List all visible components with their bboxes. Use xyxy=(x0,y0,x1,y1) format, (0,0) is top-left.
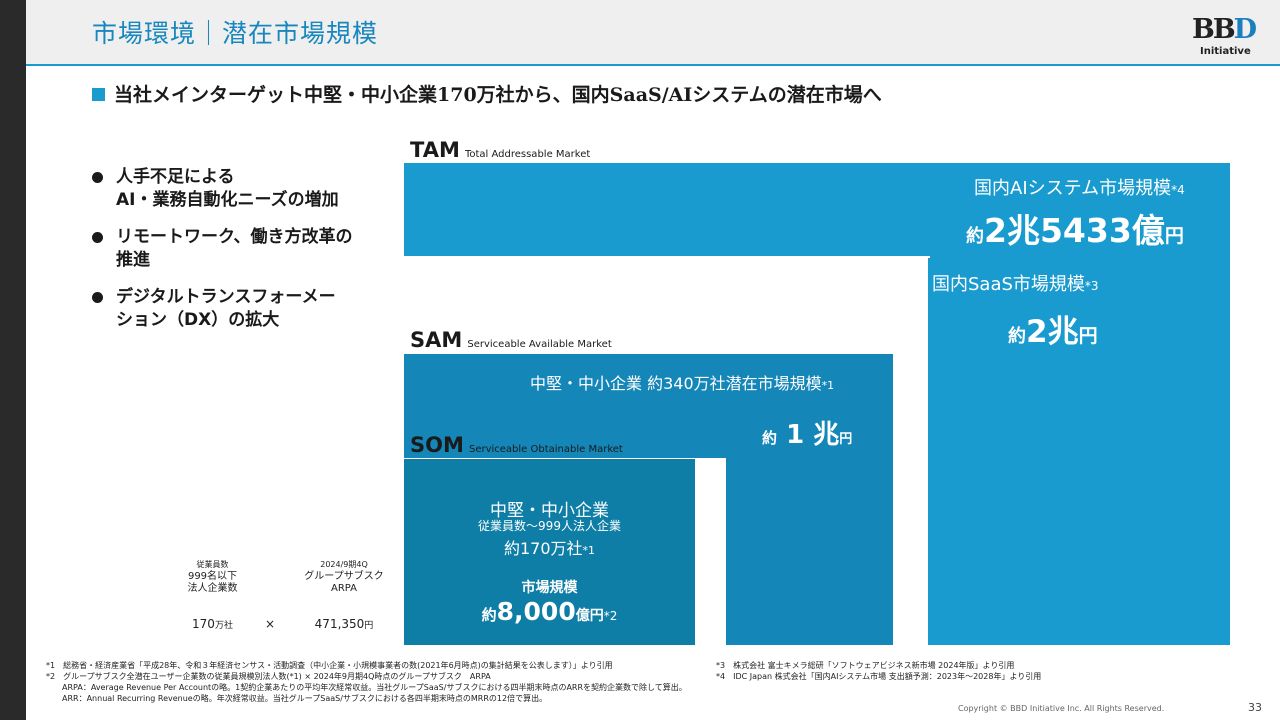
footnote-right: *3 株式会社 富士キメラ総研「ソフトウェアビジネス新市場 2024年版」より引… xyxy=(716,660,1041,682)
calc-col1-number: 170 xyxy=(192,617,215,631)
tam-value: 約2兆5433億円 xyxy=(966,204,1184,252)
som-title: 中堅・中小企業 xyxy=(490,501,609,521)
header-divider xyxy=(26,64,1280,66)
tam-number: 2兆5433億 xyxy=(984,211,1165,250)
som-value-note: *2 xyxy=(603,609,618,623)
driver-bullet-list: 人手不足による AI・業務自動化ニーズの増加 リモートワーク、働き方改革の 推進… xyxy=(92,166,392,346)
som-full: Serviceable Obtainable Market xyxy=(468,444,623,455)
saas-number: 2兆 xyxy=(1026,314,1079,350)
sam-title-note: *1 xyxy=(821,379,835,392)
calc-col2-label-2: グループサブスク xyxy=(304,571,384,582)
som-prefix: 約 xyxy=(481,606,497,624)
tam-label: TAM Total Addressable Market xyxy=(410,138,590,162)
footnote-line: ARPA：Average Revenue Per Accountの略。1契約企業… xyxy=(46,683,687,692)
tam-unit: 円 xyxy=(1164,225,1184,247)
calc-col2-label: 2024/9期4Q グループサブスク ARPA xyxy=(284,559,404,595)
som-value: 約8,000億円*2 xyxy=(404,597,695,626)
som-count: 約170万社*1 xyxy=(404,535,695,559)
saas-unit: 円 xyxy=(1078,325,1098,347)
bullet-dot-icon xyxy=(92,232,103,243)
som-sub: 従業員数～999人法人企業 xyxy=(478,519,621,533)
tam-prefix: 約 xyxy=(966,226,984,247)
som-market-label: 市場規模 xyxy=(521,580,578,596)
som-number: 8,000 xyxy=(496,597,576,626)
calc-col2-label-3: ARPA xyxy=(330,583,358,594)
header-band xyxy=(26,0,1280,64)
bullet-item: 人手不足による AI・業務自動化ニーズの増加 xyxy=(92,166,392,212)
calc-col1-label-3: 法人企業数 xyxy=(187,583,238,594)
bullet-line: 推進 xyxy=(116,250,150,270)
logo-mark: BBD xyxy=(1192,14,1257,45)
copyright: Copyright © BBD Initiative Inc. All Righ… xyxy=(958,704,1165,713)
tam-title: 国内AIシステム市場規模*4 xyxy=(974,174,1185,200)
footnote-line: ARR：Annual Recurring Revenueの略。年次経常収益。当社… xyxy=(46,694,548,703)
footnote-line: *2 グループサブスク全潜在ユーザー企業数の従業員規模別法人数(*1) × 20… xyxy=(46,672,491,681)
slide-subtitle: 当社メインターゲット中堅・中小企業170万社から、国内SaaS/AIシステムの潜… xyxy=(114,84,882,106)
bullet-line: 人手不足による xyxy=(116,167,235,187)
saas-prefix: 約 xyxy=(1008,326,1026,347)
som-label: SOM Serviceable Obtainable Market xyxy=(410,433,623,457)
bullet-item: リモートワーク、働き方改革の 推進 xyxy=(92,226,392,272)
calc-col2-value: 471,350円 xyxy=(294,618,394,632)
sam-label: SAM Serviceable Available Market xyxy=(410,328,612,352)
footnote-line: *3 株式会社 富士キメラ総研「ソフトウェアビジネス新市場 2024年版」より引… xyxy=(716,661,1015,670)
subtitle-square-icon xyxy=(92,88,105,101)
calc-col1-label-1: 従業員数 xyxy=(196,560,229,569)
left-accent-bar xyxy=(0,0,26,720)
sam-title: 中堅・中小企業 約340万社潜在市場規模*1 xyxy=(530,370,834,394)
logo-subtext: Initiative xyxy=(1200,46,1251,57)
sam-title-text: 中堅・中小企業 約340万社潜在市場規模 xyxy=(530,374,822,393)
footnote-line: *4 IDC Japan 株式会社「国内AIシステム市場 支出額予測：2023年… xyxy=(716,672,1042,681)
sam-unit: 円 xyxy=(839,432,853,447)
bullet-item: デジタルトランスフォーメー ション（DX）の拡大 xyxy=(92,286,392,332)
bullet-line: AI・業務自動化ニーズの増加 xyxy=(116,190,339,210)
sam-value: 約 1 兆円 xyxy=(762,414,852,451)
tam-title-note: *4 xyxy=(1171,183,1185,197)
sam-full: Serviceable Available Market xyxy=(467,339,612,350)
bullet-line: デジタルトランスフォーメー xyxy=(116,287,336,307)
company-logo: BBD Initiative xyxy=(1186,14,1257,60)
som-unit: 億円 xyxy=(575,608,604,624)
bullet-line: リモートワーク、働き方改革の xyxy=(116,227,353,247)
sam-prefix: 約 xyxy=(762,429,778,447)
page-number: 33 xyxy=(1248,701,1262,714)
sam-number: 1 兆 xyxy=(777,420,840,450)
bullet-dot-icon xyxy=(92,172,103,183)
calc-col2-label-1: 2024/9期4Q xyxy=(320,560,368,569)
page-title: 市場環境｜潜在市場規模 xyxy=(92,19,379,48)
tam-abbr: TAM xyxy=(410,138,460,162)
tam-full: Total Addressable Market xyxy=(464,149,591,160)
bullet-dot-icon xyxy=(92,292,103,303)
calc-col2-number: 471,350 xyxy=(314,617,365,631)
calc-col1-value: 170万社 xyxy=(170,618,255,632)
saas-value: 約2兆円 xyxy=(1008,306,1098,351)
calc-times: × xyxy=(264,617,276,631)
calc-col1-label-2: 999名以下 xyxy=(187,571,238,582)
som-abbr: SOM xyxy=(410,433,464,457)
som-block xyxy=(404,459,695,645)
calc-col1-unit: 万社 xyxy=(214,621,233,631)
calc-col1-label: 従業員数 999名以下 法人企業数 xyxy=(160,559,265,595)
som-count-text: 約170万社 xyxy=(503,539,583,558)
footnote-line: *1 総務省・経済産業省「平成28年、令和３年経済センサス・活動調査（中小企業・… xyxy=(46,661,613,670)
footnote-left: *1 総務省・経済産業省「平成28年、令和３年経済センサス・活動調査（中小企業・… xyxy=(46,660,687,704)
saas-title-note: *3 xyxy=(1084,279,1099,293)
sam-abbr: SAM xyxy=(410,328,463,352)
calc-col2-unit: 円 xyxy=(364,621,374,631)
saas-title: 国内SaaS市場規模*3 xyxy=(932,270,1099,296)
bullet-line: ション（DX）の拡大 xyxy=(116,310,280,330)
tam-title-text: 国内AIシステム市場規模 xyxy=(974,178,1172,199)
som-count-note: *1 xyxy=(582,544,596,557)
saas-title-text: 国内SaaS市場規模 xyxy=(932,274,1085,295)
